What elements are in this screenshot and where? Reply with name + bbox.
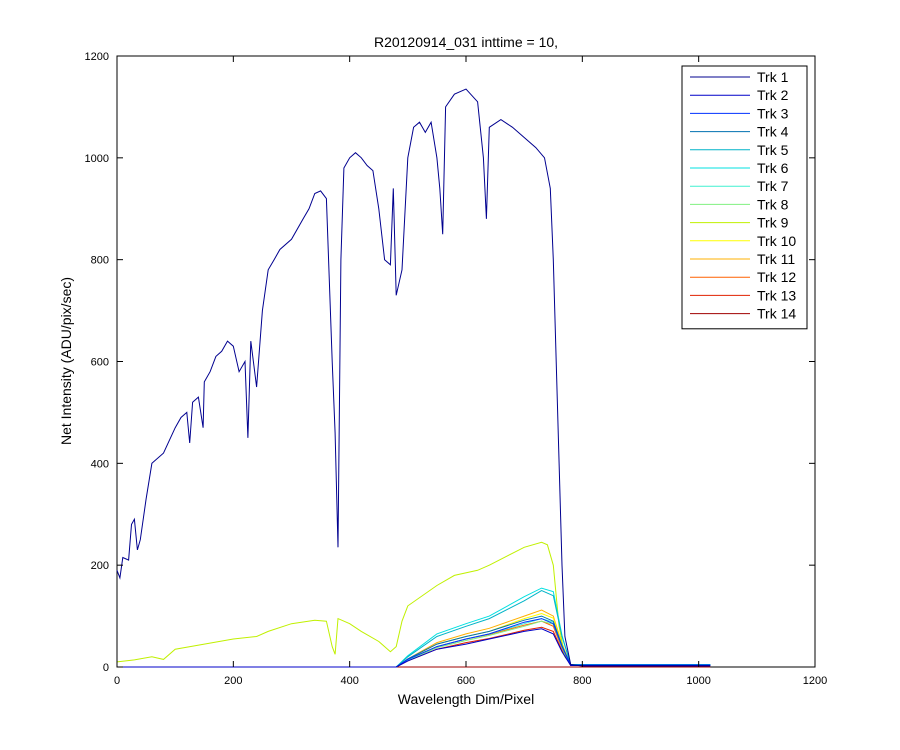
series-line-trk-9 — [116, 541, 711, 665]
legend-entry: Trk 6 — [757, 160, 789, 176]
y-tick-label: 1000 — [85, 153, 109, 165]
y-tick-label: 0 — [103, 662, 109, 674]
x-axis-label: Wavelength Dim/Pixel — [398, 691, 534, 707]
legend-entry: Trk 1 — [757, 69, 789, 85]
x-tick-label: 200 — [224, 675, 242, 687]
legend-entry: Trk 8 — [757, 196, 789, 212]
legend-box — [681, 65, 808, 330]
series-line-trk-2 — [117, 628, 711, 668]
legend-entry: Trk 14 — [757, 306, 796, 322]
legend-entry: Trk 11 — [757, 251, 795, 267]
y-axis-label: Net Intensity (ADU/pix/sec) — [58, 277, 74, 445]
axis-layer: 0 200 400 600 800 1000 1200 0 200 400 600 800 1000 12… — [85, 51, 828, 687]
x-tick-label: 400 — [340, 675, 358, 687]
y-tick-label: 400 — [91, 458, 109, 470]
legend-entry: Trk 13 — [757, 287, 796, 303]
x-tick-label: 1000 — [686, 675, 710, 687]
legend: Trk 1 Trk 2 Trk 3 Trk 4 Trk 5 Trk 6 Trk 7 Trk 8… — [681, 65, 808, 330]
legend-entry: Trk 12 — [757, 269, 796, 285]
legend-entry: Trk 2 — [757, 87, 789, 103]
y-tick-label: 800 — [91, 255, 109, 267]
legend-entry: Trk 5 — [757, 142, 789, 158]
x-tick-label: 1200 — [803, 675, 827, 687]
y-tick-label: 600 — [91, 357, 109, 369]
x-tick-label: 600 — [457, 675, 475, 687]
y-tick-label: 200 — [91, 560, 109, 572]
chart-title: R20120914_031 inttime = 10, — [374, 34, 558, 50]
legend-entry: Trk 7 — [757, 178, 789, 194]
series-line-trk-5 — [117, 590, 711, 668]
y-tick-label: 1200 — [85, 51, 109, 63]
legend-entry: Trk 9 — [757, 215, 789, 231]
legend-entry: Trk 4 — [757, 124, 789, 140]
series-line-trk-3 — [117, 618, 711, 668]
legend-entry: Trk 10 — [757, 233, 796, 249]
x-tick-label: 0 — [114, 675, 120, 687]
series-layer — [116, 88, 711, 668]
x-tick-label: 800 — [573, 675, 591, 687]
series-line-trk-1 — [116, 88, 711, 667]
legend-entry: Trk 3 — [757, 105, 789, 121]
